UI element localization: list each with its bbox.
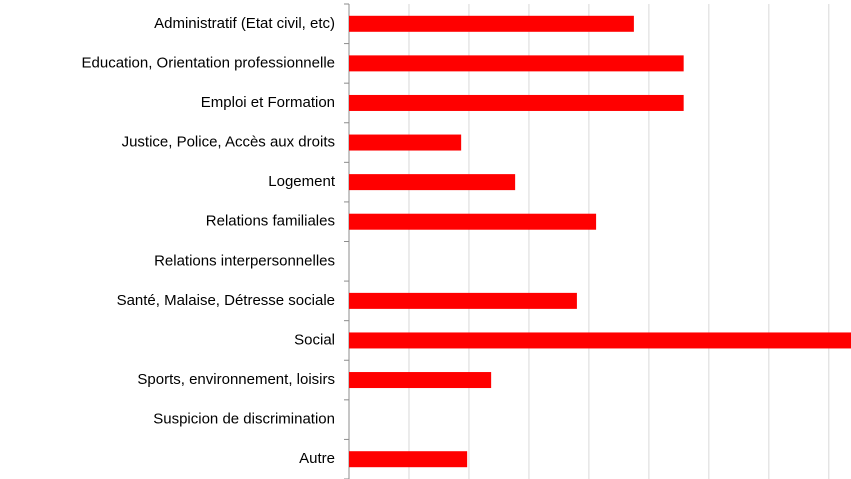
bar: [349, 332, 851, 349]
bar: [349, 213, 597, 230]
y-tick-label: Suspicion de discrimination: [153, 411, 335, 428]
bar: [349, 94, 684, 111]
bar: [349, 55, 684, 72]
y-tick-label: Autre: [299, 450, 335, 467]
y-tick-label: Logement: [268, 173, 336, 190]
bar: [349, 451, 468, 468]
bar: [349, 15, 634, 32]
y-tick-label: Sports, environnement, loisirs: [137, 371, 335, 388]
y-tick-label: Santé, Malaise, Détresse sociale: [117, 292, 335, 309]
y-tick-label: Relations familiales: [206, 213, 335, 230]
bar: [349, 292, 577, 309]
y-tick-label: Justice, Police, Accès aux droits: [122, 134, 335, 151]
y-tick-label: Education, Orientation professionnelle: [82, 54, 336, 71]
y-tick-label: Administratif (Etat civil, etc): [154, 15, 335, 32]
y-tick-label: Social: [294, 331, 335, 348]
y-tick-label: Emploi et Formation: [201, 94, 335, 111]
bar: [349, 174, 516, 191]
bar: [349, 372, 492, 389]
y-tick-label: Relations interpersonnelles: [154, 252, 335, 269]
bar: [349, 134, 462, 151]
